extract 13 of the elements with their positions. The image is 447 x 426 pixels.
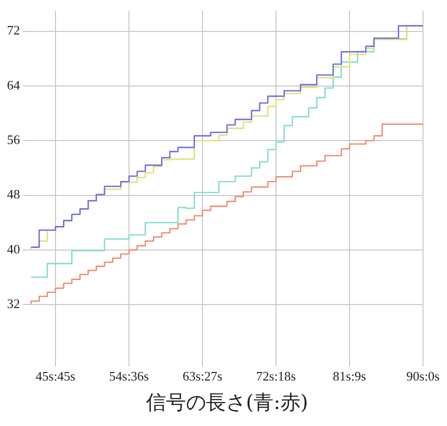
y-tick-label: 40: [7, 241, 20, 256]
x-tick-label: 72s:18s: [256, 368, 296, 384]
y-tick-label: 48: [7, 186, 20, 202]
y-tick-label: 32: [7, 296, 20, 311]
y-tick-label: 56: [7, 132, 20, 148]
y-tick-label: 72: [7, 22, 20, 38]
x-tick-label: 45s:45s: [36, 368, 76, 384]
x-tick-label: 54s:36s: [109, 368, 149, 384]
y-tick-label: 64: [7, 77, 20, 92]
x-tick-label: 81s:9s: [332, 368, 366, 384]
x-tick-label: 90s:0s: [406, 368, 440, 384]
x-axis-title: 信号の長さ(青:赤): [146, 390, 308, 414]
x-tick-label: 63s:27s: [182, 368, 222, 384]
